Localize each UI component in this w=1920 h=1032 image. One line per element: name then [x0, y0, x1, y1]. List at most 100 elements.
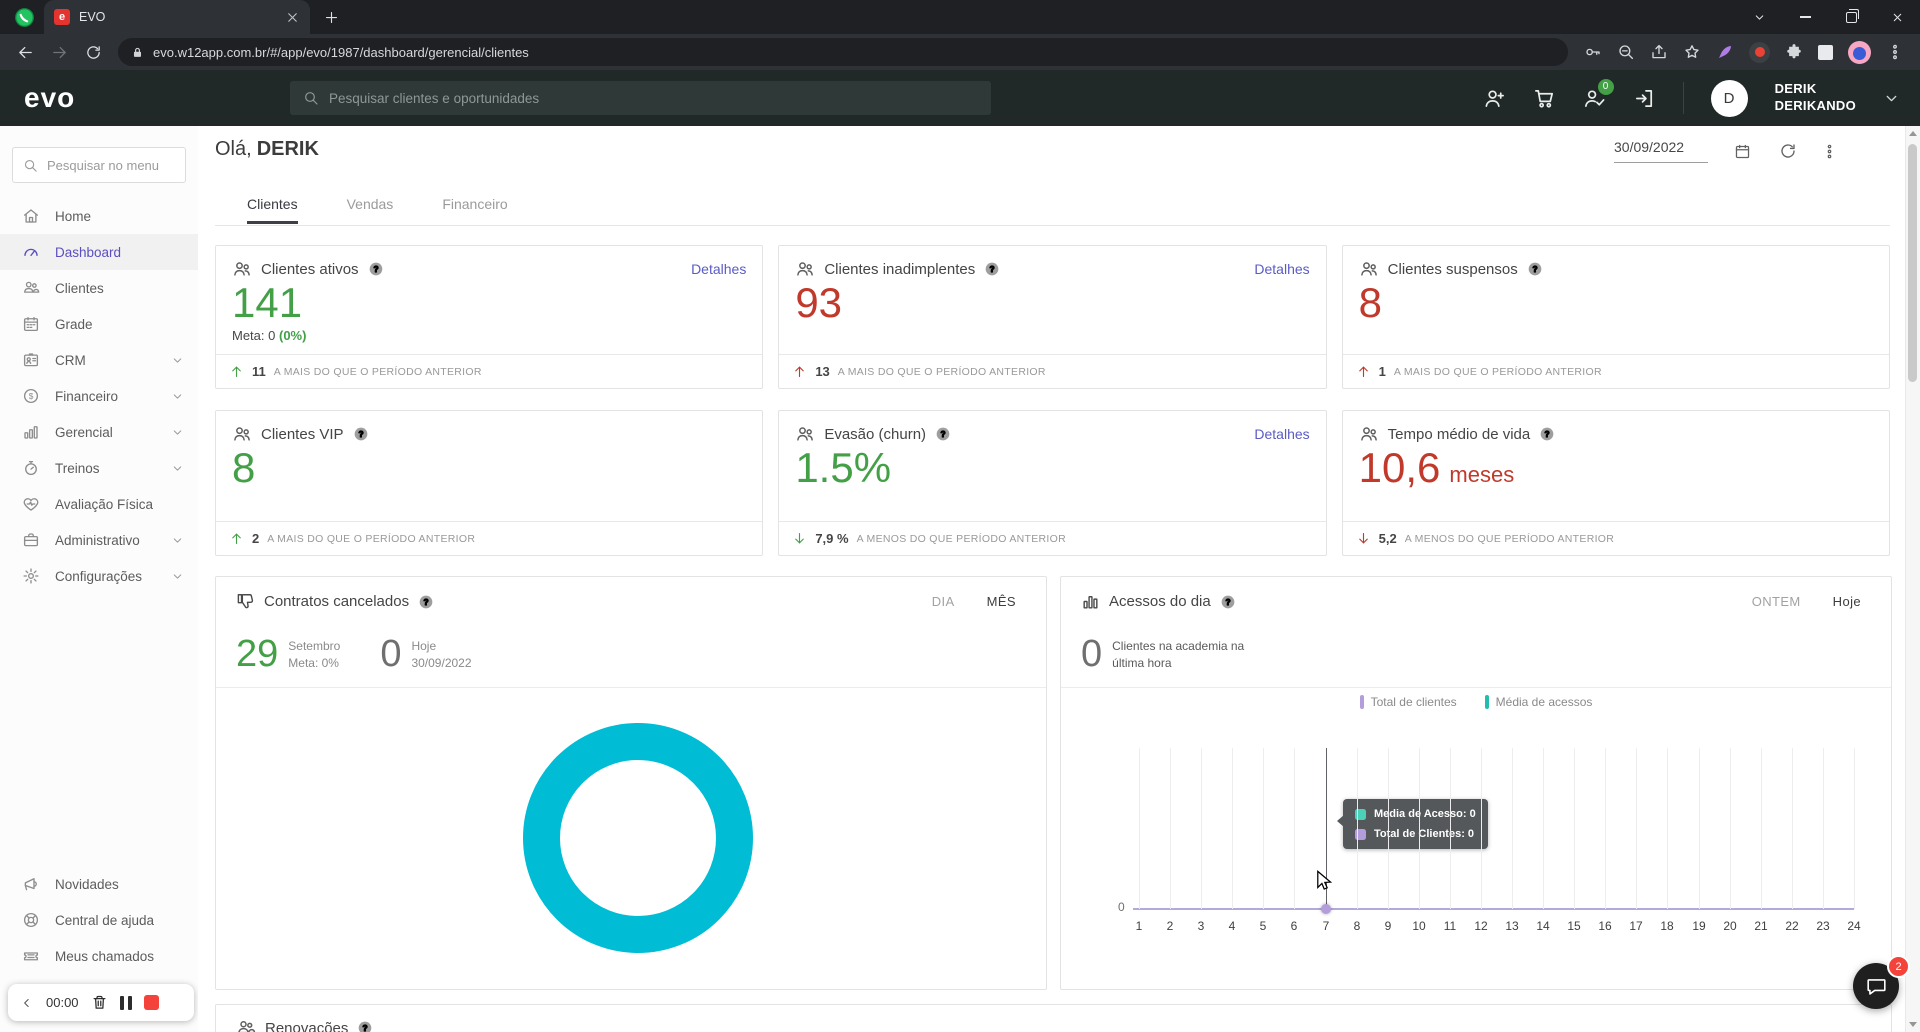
- zoom-out-icon[interactable]: [1617, 43, 1635, 61]
- forward-icon[interactable]: [45, 38, 73, 66]
- stop-record-button[interactable]: [143, 995, 159, 1010]
- date-input[interactable]: 30/09/2022: [1614, 139, 1708, 163]
- toggle-ontem[interactable]: ONTEM: [1751, 594, 1801, 609]
- metric-card-evasao-churn-: Evasão (churn)? Detalhes 1.5% 7,9 % A MENOS …: [778, 410, 1327, 556]
- greeting-name: DERIK: [256, 138, 319, 160]
- sidebar-item-label: Novidades: [55, 876, 119, 892]
- svg-text:$: $: [29, 392, 34, 401]
- collapse-left-icon[interactable]: [20, 996, 34, 1010]
- trend-caption: A MENOS DO QUE PERÍODO ANTERIOR: [1404, 532, 1615, 545]
- tab-close-icon[interactable]: [285, 10, 300, 25]
- sidebar-item-financeiro[interactable]: $ Financeiro: [0, 378, 198, 414]
- tab-clientes[interactable]: Clientes: [247, 196, 298, 224]
- help-icon[interactable]: ?: [935, 426, 951, 442]
- scrollbar-down-arrow[interactable]: [1909, 1022, 1917, 1027]
- whatsapp-icon[interactable]: [14, 7, 35, 28]
- sidebar-item-grade[interactable]: Grade: [0, 306, 198, 342]
- gridline: [1667, 748, 1668, 909]
- svg-text:?: ?: [990, 264, 995, 274]
- x-axis-tick: 8: [1353, 919, 1361, 933]
- toggle-hoje[interactable]: Hoje: [1832, 594, 1861, 609]
- sidebar-item-clientes[interactable]: Clientes: [0, 270, 198, 306]
- gridline: [1419, 748, 1420, 909]
- sidebar-item-gerencial[interactable]: Gerencial: [0, 414, 198, 450]
- detalhes-link[interactable]: Detalhes: [691, 261, 747, 277]
- detalhes-link[interactable]: Detalhes: [1254, 426, 1310, 442]
- detalhes-link[interactable]: Detalhes: [1254, 261, 1310, 277]
- svg-text:?: ?: [1225, 596, 1230, 606]
- window-restore-button[interactable]: [1828, 0, 1874, 34]
- toggle-dia[interactable]: DIA: [931, 594, 955, 609]
- add-client-icon[interactable]: [1483, 87, 1506, 110]
- trend-caption: A MENOS DO QUE PERÍODO ANTERIOR: [856, 532, 1066, 545]
- help-icon[interactable]: ?: [1539, 426, 1555, 442]
- sidebar-item-configuracoes[interactable]: Configurações: [0, 558, 198, 594]
- sidebar-item-central-de-ajuda[interactable]: Central de ajuda: [0, 902, 198, 938]
- logout-door-icon[interactable]: [1633, 87, 1656, 110]
- browser-profile-avatar[interactable]: [1848, 40, 1871, 64]
- cart-icon[interactable]: [1533, 87, 1556, 110]
- help-icon[interactable]: ?: [368, 261, 384, 277]
- sidebar-item-dashboard[interactable]: Dashboard: [0, 234, 198, 270]
- global-search-placeholder: Pesquisar clientes e oportunidades: [329, 90, 540, 106]
- calendar-icon[interactable]: [1734, 143, 1751, 160]
- pause-button[interactable]: [119, 995, 132, 1010]
- reload-icon[interactable]: [79, 38, 107, 66]
- sidebar-item-meus-chamados[interactable]: Meus chamados: [0, 938, 198, 974]
- metric-card-value: 141: [216, 279, 762, 326]
- tab-title: EVO: [79, 10, 106, 24]
- gridline: [1450, 748, 1451, 909]
- global-search-input[interactable]: Pesquisar clientes e oportunidades: [290, 81, 991, 115]
- people-icon: [22, 279, 40, 297]
- address-bar[interactable]: evo.w12app.com.br/#/app/evo/1987/dashboa…: [118, 38, 1568, 66]
- refresh-icon[interactable]: [1779, 142, 1797, 160]
- browser-menu-chevron[interactable]: [1736, 0, 1782, 34]
- help-icon[interactable]: ?: [984, 261, 1000, 277]
- metric-card-clientes-suspensos: Clientes suspensos? 8 1 A MAIS DO QUE O PER…: [1341, 245, 1890, 389]
- sidebar-item-label: Dashboard: [55, 244, 122, 260]
- menu-search-input[interactable]: Pesquisar no menu: [12, 147, 186, 183]
- new-tab-button[interactable]: [324, 10, 339, 25]
- user-name[interactable]: DERIK DERIKANDO: [1775, 81, 1856, 115]
- extensions-puzzle-icon[interactable]: [1785, 43, 1803, 61]
- trash-icon[interactable]: [91, 994, 108, 1011]
- tooltip-swatch: [1355, 828, 1366, 840]
- browser-kebab-menu-icon[interactable]: [1886, 43, 1904, 61]
- chevron-down-icon[interactable]: [1883, 90, 1900, 107]
- help-icon[interactable]: ?: [353, 426, 369, 442]
- toggle-mes[interactable]: MÊS: [986, 594, 1016, 609]
- browser-tab[interactable]: e EVO: [44, 0, 310, 34]
- tab-vendas[interactable]: Vendas: [346, 196, 394, 212]
- page-scrollbar[interactable]: [1905, 126, 1920, 1032]
- tab-financeiro[interactable]: Financeiro: [442, 196, 508, 212]
- sidebar-item-administrativo[interactable]: Administrativo: [0, 522, 198, 558]
- help-icon[interactable]: ?: [1220, 594, 1236, 610]
- share-icon[interactable]: [1650, 43, 1668, 61]
- sidebar-item-home[interactable]: Home: [0, 198, 198, 234]
- metric-card-title: Tempo médio de vida: [1387, 425, 1531, 443]
- record-extension-icon[interactable]: [1749, 41, 1770, 63]
- back-icon[interactable]: [11, 38, 39, 66]
- bookmark-star-icon[interactable]: [1683, 43, 1701, 61]
- help-icon[interactable]: ?: [357, 1020, 373, 1032]
- sidebar-item-novidades[interactable]: Novidades: [0, 866, 198, 902]
- sidebar-item-label: Central de ajuda: [55, 912, 155, 928]
- password-key-icon[interactable]: [1584, 43, 1602, 61]
- scrollbar-thumb[interactable]: [1908, 144, 1917, 382]
- client-check-icon[interactable]: 0: [1583, 78, 1614, 110]
- sidebar-item-crm[interactable]: CRM: [0, 342, 198, 378]
- kebab-menu-icon[interactable]: [1821, 143, 1838, 160]
- x-axis-tick: 14: [1536, 919, 1550, 933]
- metric-card-clientes-inadimplentes: Clientes inadimplentes? Detalhes 93 13 A MAI…: [778, 245, 1327, 389]
- feather-extension-icon[interactable]: [1716, 43, 1734, 61]
- sidebar-item-avaliacao-fisica[interactable]: Avaliação Física: [0, 486, 198, 522]
- user-name-line2: DERIKANDO: [1774, 98, 1856, 113]
- window-close-button[interactable]: [1874, 0, 1920, 34]
- scrollbar-up-arrow[interactable]: [1909, 131, 1917, 136]
- help-icon[interactable]: ?: [1527, 261, 1543, 277]
- window-minimize-button[interactable]: [1782, 0, 1828, 34]
- tab-group-icon[interactable]: [1818, 44, 1833, 60]
- avatar[interactable]: D: [1710, 79, 1748, 117]
- help-icon[interactable]: ?: [418, 594, 434, 610]
- sidebar-item-treinos[interactable]: Treinos: [0, 450, 198, 486]
